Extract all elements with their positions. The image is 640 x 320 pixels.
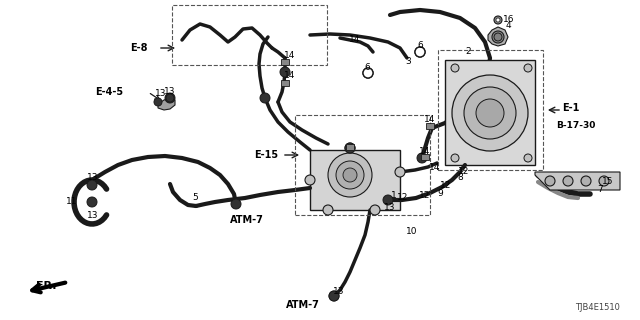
Text: ATM-7: ATM-7	[230, 215, 264, 225]
Text: E-4-5: E-4-5	[95, 87, 123, 97]
Text: 16: 16	[503, 15, 515, 25]
Circle shape	[87, 197, 97, 207]
Circle shape	[363, 68, 373, 78]
Text: 2: 2	[465, 47, 471, 57]
Text: 10: 10	[406, 228, 418, 236]
Text: 8: 8	[457, 173, 463, 182]
Circle shape	[345, 143, 355, 153]
Text: 12: 12	[419, 190, 431, 199]
Text: TJB4E1510: TJB4E1510	[575, 303, 620, 312]
Text: 13: 13	[156, 90, 167, 99]
Text: 13: 13	[87, 172, 99, 181]
Circle shape	[545, 176, 555, 186]
Text: 13: 13	[384, 203, 396, 212]
Circle shape	[363, 68, 373, 78]
Text: 14: 14	[284, 71, 296, 81]
Circle shape	[154, 98, 162, 106]
Bar	[281, 80, 289, 86]
Text: 12: 12	[458, 167, 470, 177]
Bar	[346, 144, 354, 150]
Bar	[281, 59, 289, 65]
Text: 3: 3	[405, 58, 411, 67]
Text: 12: 12	[440, 180, 452, 189]
Text: 6: 6	[364, 62, 370, 71]
Circle shape	[87, 180, 97, 190]
Circle shape	[415, 47, 425, 57]
Text: 4: 4	[505, 20, 511, 29]
Text: 9: 9	[437, 189, 443, 198]
Circle shape	[280, 67, 290, 77]
Circle shape	[323, 205, 333, 215]
Circle shape	[329, 291, 339, 301]
Circle shape	[563, 176, 573, 186]
Bar	[426, 123, 434, 129]
Text: 14: 14	[419, 148, 431, 156]
Circle shape	[417, 153, 427, 163]
Text: 12: 12	[397, 194, 409, 203]
Circle shape	[452, 75, 528, 151]
Circle shape	[524, 64, 532, 72]
Bar	[295, 115, 430, 215]
Circle shape	[328, 153, 372, 197]
Bar	[172, 5, 327, 65]
Text: 14: 14	[429, 164, 441, 172]
Polygon shape	[488, 27, 508, 46]
Circle shape	[451, 154, 459, 162]
Circle shape	[370, 205, 380, 215]
Bar	[421, 154, 429, 160]
Circle shape	[492, 31, 504, 43]
Text: 13: 13	[333, 287, 345, 297]
Circle shape	[494, 16, 502, 24]
Circle shape	[343, 168, 357, 182]
Circle shape	[166, 94, 174, 102]
Circle shape	[305, 175, 315, 185]
Text: 6: 6	[417, 42, 423, 51]
Polygon shape	[535, 172, 620, 190]
Circle shape	[231, 199, 241, 209]
Text: 13: 13	[87, 212, 99, 220]
Circle shape	[476, 99, 504, 127]
Circle shape	[336, 161, 364, 189]
Circle shape	[260, 93, 270, 103]
Circle shape	[345, 143, 355, 153]
Circle shape	[383, 195, 393, 205]
Text: ATM-7: ATM-7	[286, 300, 320, 310]
Text: 14: 14	[284, 51, 296, 60]
Circle shape	[581, 176, 591, 186]
Circle shape	[524, 154, 532, 162]
Text: 7: 7	[597, 186, 603, 195]
Circle shape	[395, 167, 405, 177]
Circle shape	[494, 33, 502, 41]
Text: E-1: E-1	[562, 103, 579, 113]
Circle shape	[329, 291, 339, 301]
Text: 5: 5	[192, 194, 198, 203]
Bar	[310, 150, 400, 210]
Text: E-15: E-15	[254, 150, 278, 160]
Text: 14: 14	[424, 116, 436, 124]
Bar	[438, 50, 543, 170]
Bar	[445, 60, 535, 165]
Circle shape	[496, 18, 500, 22]
Text: 1: 1	[391, 190, 397, 199]
Text: 13: 13	[164, 87, 176, 97]
Text: 14: 14	[349, 36, 361, 44]
Circle shape	[464, 87, 516, 139]
Text: FR.: FR.	[36, 281, 56, 291]
Text: 11: 11	[67, 197, 77, 206]
Circle shape	[415, 47, 425, 57]
Circle shape	[599, 176, 609, 186]
Text: B-17-30: B-17-30	[556, 121, 595, 130]
Circle shape	[451, 64, 459, 72]
Polygon shape	[158, 98, 175, 110]
Text: 15: 15	[602, 178, 614, 187]
Text: E-8: E-8	[130, 43, 147, 53]
Circle shape	[165, 93, 175, 103]
